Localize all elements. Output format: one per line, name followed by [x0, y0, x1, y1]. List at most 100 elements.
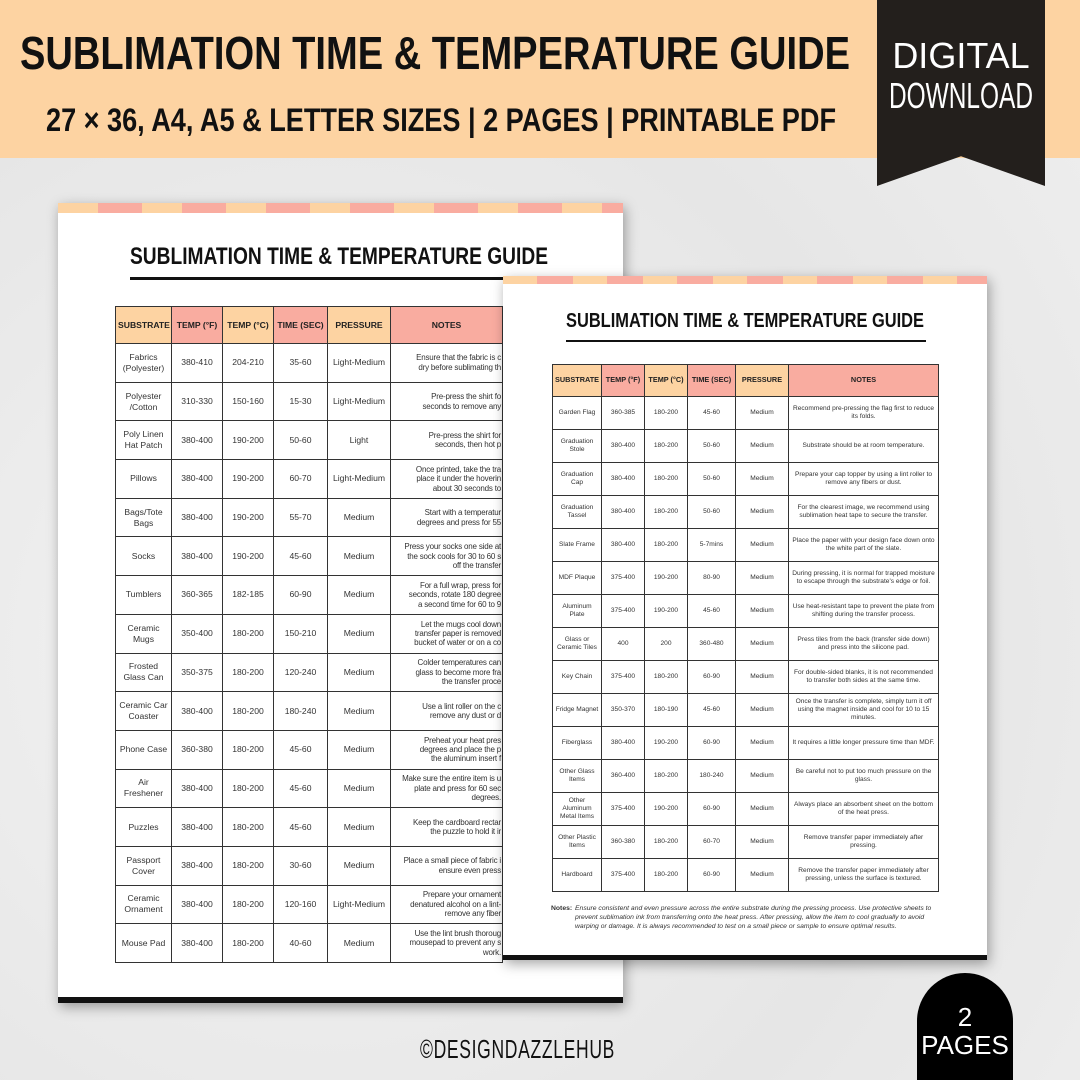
pressure-cell: Medium [735, 660, 789, 694]
substrate-cell: Fiberglass [552, 726, 602, 760]
notes-cell: It requires a little longer pressure tim… [788, 726, 939, 760]
temp-c-cell: 204-210 [222, 343, 274, 383]
substrate-cell: Ceramic Car Coaster [115, 691, 172, 731]
temp-f-cell: 380-400 [171, 807, 223, 847]
column-header: NOTES [788, 364, 939, 397]
temp-f-cell: 380-400 [171, 420, 223, 461]
pressure-cell: Medium [735, 594, 789, 628]
notes-cell: Remove transfer paper immediately after … [788, 825, 939, 859]
pressure-cell: Light [327, 420, 391, 461]
table-row: Other Plastic Items 360-380 180-200 60-70 Me… [552, 825, 939, 859]
temp-c-cell: 190-200 [222, 536, 274, 577]
temp-c-cell: 150-160 [222, 381, 274, 422]
notes-cell: Remove the transfer paper immediately af… [788, 858, 939, 892]
substrate-cell: Key Chain [552, 660, 602, 694]
substrate-cell: Other Aluminum Metal Items [552, 792, 602, 826]
substrate-cell: Ceramic Mugs [115, 613, 172, 654]
notes-cell: For a full wrap, press for seconds, rota… [390, 575, 503, 615]
temp-c-cell: 190-200 [222, 459, 274, 499]
temp-c-cell: 190-200 [222, 497, 274, 538]
notes-cell: Recommend pre-pressing the flag first to… [788, 396, 939, 430]
temp-c-cell: 180-200 [222, 729, 274, 770]
temp-c-cell: 180-200 [644, 858, 688, 892]
notes-cell: For the clearest image, we recommend usi… [788, 495, 939, 529]
time-cell: 5-7mins [687, 528, 736, 562]
pressure-cell: Medium [735, 726, 789, 760]
table-row: Frosted Glass Can 350-375 180-200 120-240 Me… [115, 652, 503, 693]
table-row: Slate Frame 380-400 180-200 5-7mins Medium Pl… [552, 528, 939, 562]
substrate-cell: Glass or Ceramic Tiles [552, 627, 602, 661]
table-row: Graduation Tassel 380-400 180-200 50-60 Medi… [552, 495, 939, 529]
pressure-cell: Medium [735, 495, 789, 529]
page-bottom-bar [503, 955, 987, 960]
table-row: Aluminum Plate 375-400 190-200 45-60 Medium U… [552, 594, 939, 628]
temp-f-cell: 380-400 [171, 923, 223, 963]
notes-cell: Use the lint brush thoroug mousepad to p… [390, 923, 503, 963]
pressure-cell: Medium [327, 845, 391, 886]
pressure-cell: Medium [327, 807, 391, 847]
time-cell: 50-60 [687, 429, 736, 463]
substrate-cell: Fridge Magnet [552, 693, 602, 727]
notes: Notes: Ensure consistent and even pressu… [551, 904, 941, 931]
table-row: Ceramic Mugs 350-400 180-200 150-210 Medium L… [115, 613, 503, 654]
pages-badge: 2 PAGES [917, 973, 1013, 1080]
pages-label: PAGES [921, 1030, 1009, 1060]
notes-cell: Pre-press the shirt fo seconds to remove… [390, 381, 503, 422]
notes-cell: Substrate should be at room temperature. [788, 429, 939, 463]
temp-c-cell: 180-200 [644, 660, 688, 694]
temp-c-cell: 180-200 [222, 884, 274, 925]
table-row: Graduation Cap 380-400 180-200 50-60 Medium P… [552, 462, 939, 496]
column-header: SUBSTRATE [115, 306, 172, 344]
temp-c-cell: 180-200 [222, 613, 274, 654]
pressure-cell: Medium [735, 627, 789, 661]
time-cell: 15-30 [273, 381, 328, 422]
substrate-cell: Socks [115, 536, 172, 577]
temp-f-cell: 380-400 [601, 462, 645, 496]
pressure-cell: Medium [327, 536, 391, 577]
temp-c-cell: 180-200 [644, 462, 688, 496]
time-cell: 45-60 [687, 594, 736, 628]
notes-cell: Make sure the entire item is u plate and… [390, 768, 503, 809]
time-cell: 45-60 [687, 396, 736, 430]
time-cell: 360-480 [687, 627, 736, 661]
substrate-cell: Bags/Tote Bags [115, 497, 172, 538]
table-row: Fridge Magnet 350-370 180-190 45-60 Medium On… [552, 693, 939, 727]
title-underline [130, 277, 550, 280]
temp-c-cell: 190-200 [644, 594, 688, 628]
table-row: Socks 380-400 190-200 45-60 Medium Press your… [115, 536, 503, 577]
substrate-cell: Other Plastic Items [552, 825, 602, 859]
temp-f-cell: 380-400 [171, 768, 223, 809]
table-row: Bags/Tote Bags 380-400 190-200 55-70 Medium S… [115, 497, 503, 538]
temp-c-cell: 180-200 [644, 759, 688, 793]
pressure-cell: Light-Medium [327, 381, 391, 422]
column-header: SUBSTRATE [552, 364, 602, 397]
temp-c-cell: 180-190 [644, 693, 688, 727]
table-row: Fabrics (Polyester) 380-410 204-210 35-60 Li… [115, 343, 503, 383]
notes-cell: Once the transfer is complete, simply tu… [788, 693, 939, 727]
time-cell: 55-70 [273, 497, 328, 538]
table-row: Other Aluminum Metal Items 375-400 190-200… [552, 792, 939, 826]
substrate-cell: Ceramic Ornament [115, 884, 172, 925]
temp-f-cell: 360-400 [601, 759, 645, 793]
table-row: MDF Plaque 375-400 190-200 80-90 Medium Durin… [552, 561, 939, 595]
temp-f-cell: 375-400 [601, 660, 645, 694]
notes-cell: Press tiles from the back (transfer side… [788, 627, 939, 661]
table-row: Mouse Pad 380-400 180-200 40-60 Medium Use th… [115, 923, 503, 963]
temp-f-cell: 360-380 [601, 825, 645, 859]
page-stripe [503, 276, 987, 284]
pressure-cell: Medium [735, 858, 789, 892]
temp-f-cell: 380-400 [601, 528, 645, 562]
time-cell: 150-210 [273, 613, 328, 654]
column-header: TEMP (°F) [601, 364, 645, 397]
time-cell: 60-90 [687, 660, 736, 694]
column-header: TEMP (°C) [644, 364, 688, 397]
pages-count: 2 [957, 1002, 973, 1032]
time-cell: 120-160 [273, 884, 328, 925]
notes-cell: Colder temperatures can glass to become … [390, 652, 503, 693]
brand-footer: ©DESIGNDAZZLEHUB [420, 1034, 615, 1064]
temp-f-cell: 360-385 [601, 396, 645, 430]
temp-c-cell: 180-200 [644, 429, 688, 463]
table-row: Passport Cover 380-400 180-200 30-60 Medium P… [115, 845, 503, 886]
time-cell: 50-60 [687, 462, 736, 496]
notes-cell: Place the paper with your design face do… [788, 528, 939, 562]
